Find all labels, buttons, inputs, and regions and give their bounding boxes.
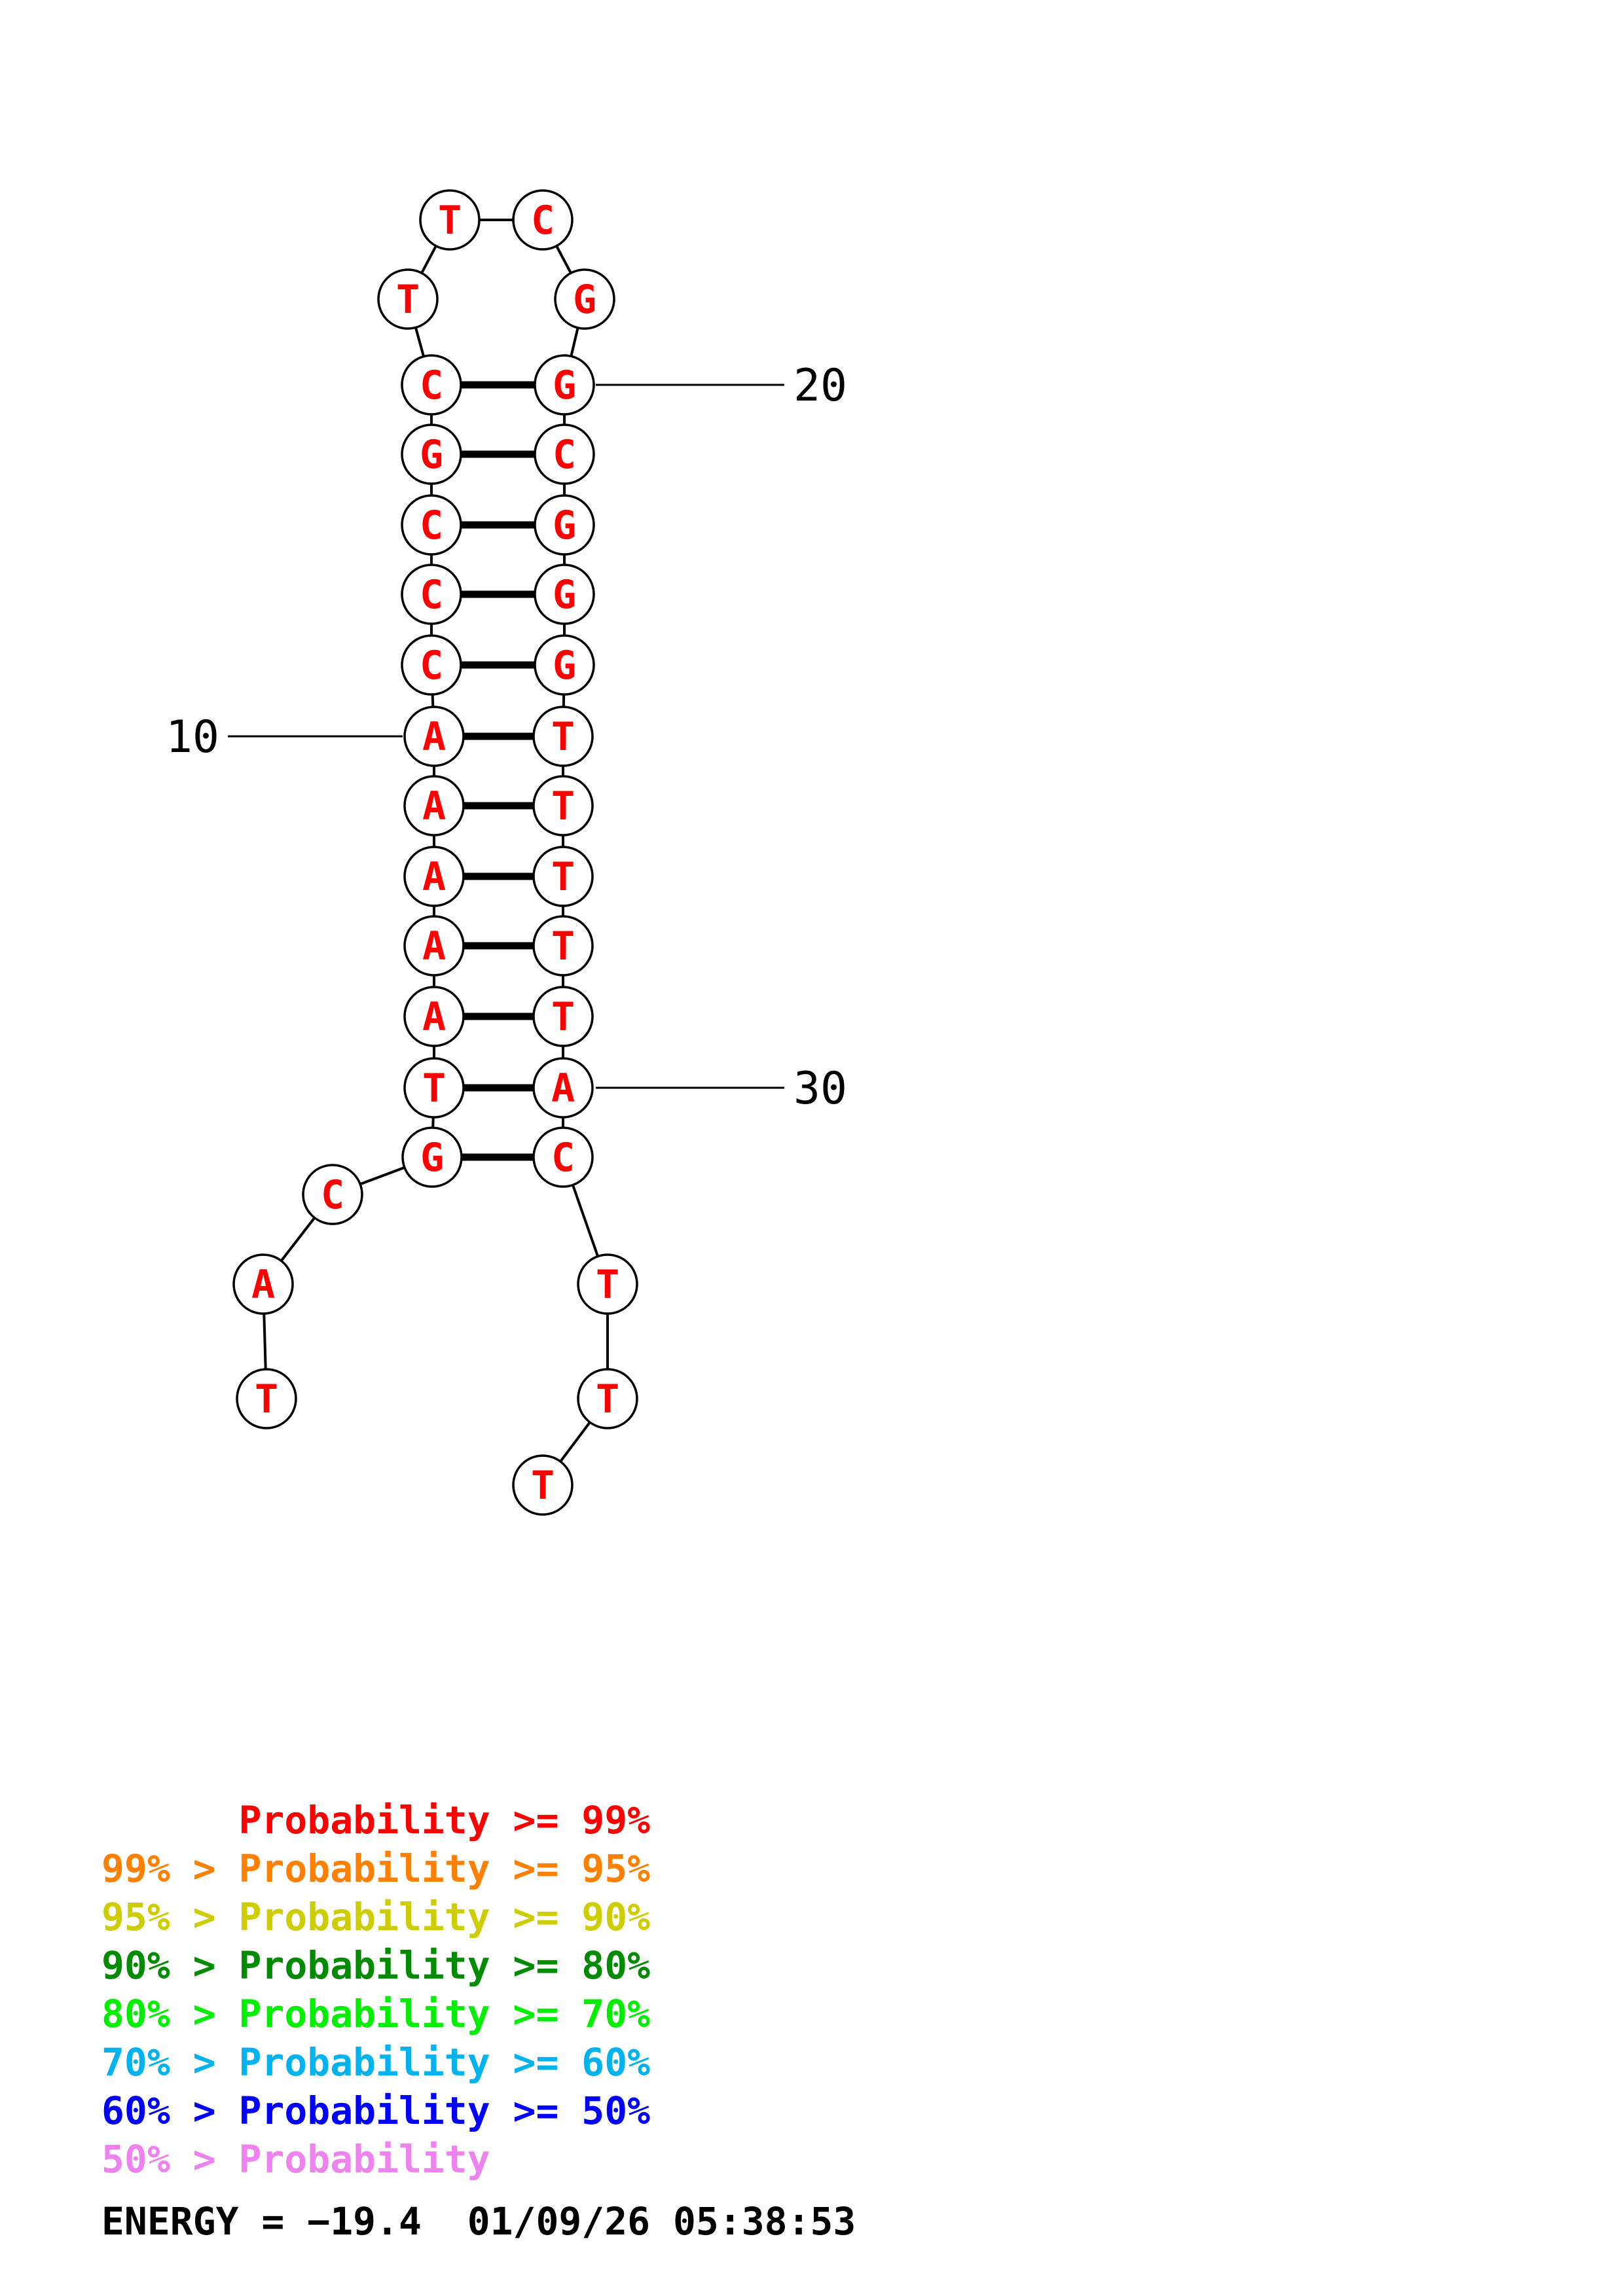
base-letter: C: [551, 1135, 575, 1181]
base-circle: [532, 915, 594, 977]
probability-legend: Probability >= 99% 99% > Probability >= 9…: [101, 1796, 650, 2183]
base-letter: T: [396, 277, 420, 323]
base-circle: [512, 189, 574, 251]
base-letter: T: [551, 994, 575, 1040]
sequence-position-label: 20: [793, 360, 847, 412]
base-circle: [403, 775, 465, 836]
base-circle: [401, 634, 462, 696]
base-circle: [532, 775, 594, 836]
legend-line: 80% > Probability >= 70%: [101, 1992, 651, 2036]
base-circle: [554, 268, 615, 330]
base-circle: [532, 1057, 594, 1119]
base-letter: C: [420, 503, 443, 548]
base-letter: G: [553, 363, 576, 408]
legend-line: 95% > Probability >= 90%: [101, 1895, 651, 1939]
base-circle: [403, 986, 465, 1047]
base-letter: A: [422, 994, 446, 1040]
base-circle: [532, 706, 594, 767]
base-circle: [577, 1253, 638, 1315]
base-letter: A: [422, 854, 446, 900]
legend-line: 60% > Probability >= 50%: [101, 2089, 651, 2133]
base-letter: T: [596, 1376, 619, 1422]
base-letter: A: [422, 714, 446, 760]
legend-line: 90% > Probability >= 80%: [101, 1943, 651, 1988]
base-letter: G: [420, 432, 443, 478]
base-letter: G: [553, 572, 576, 618]
legend-line: 50% > Probability: [101, 2137, 490, 2181]
base-circle: [236, 1368, 297, 1429]
base-circle: [403, 706, 465, 767]
base-circle: [512, 1454, 574, 1516]
base-circle: [534, 423, 595, 485]
base-circle: [577, 1368, 638, 1429]
base-letter: T: [551, 714, 575, 760]
base-letter: A: [551, 1066, 575, 1111]
base-circle: [419, 189, 481, 251]
base-letter: C: [531, 198, 555, 243]
legend-line: Probability >= 99%: [101, 1798, 651, 1842]
base-circle: [403, 1057, 465, 1119]
base-circle: [401, 494, 462, 556]
base-letter: A: [422, 924, 446, 969]
base-circle: [403, 915, 465, 977]
base-letter: C: [420, 643, 443, 689]
base-circle: [534, 634, 595, 696]
legend-line: 70% > Probability >= 60%: [101, 2040, 651, 2085]
legend-line: 99% > Probability >= 95%: [101, 1846, 651, 1891]
base-letter: T: [531, 1463, 555, 1509]
base-letter: T: [551, 924, 575, 969]
base-letter: T: [422, 1066, 446, 1111]
base-circle: [403, 846, 465, 907]
base-letter: C: [420, 572, 443, 618]
base-letter: T: [255, 1376, 278, 1422]
base-letter: C: [420, 363, 443, 408]
base-letter: C: [553, 432, 576, 478]
base-letter: T: [551, 783, 575, 829]
base-letter: G: [553, 643, 576, 689]
base-circle: [532, 846, 594, 907]
base-circle: [534, 354, 595, 416]
base-circle: [401, 423, 462, 485]
base-circle: [401, 354, 462, 416]
sequence-position-label: 10: [166, 711, 219, 763]
base-letter: G: [420, 1135, 444, 1181]
base-circle: [534, 494, 595, 556]
base-circle: [401, 1126, 463, 1188]
base-letter: T: [551, 854, 575, 900]
base-letter: A: [251, 1262, 275, 1308]
base-letter: A: [422, 783, 446, 829]
energy-text: ENERGY = −19.4 01/09/26 05:38:53: [101, 2199, 856, 2244]
base-circle: [302, 1164, 363, 1225]
base-circle: [401, 564, 462, 625]
base-circle: [534, 564, 595, 625]
base-letter: T: [438, 198, 462, 243]
base-letter: T: [596, 1262, 619, 1308]
base-circle: [532, 1126, 594, 1188]
base-letter: G: [553, 503, 576, 548]
sequence-position-label: 30: [793, 1063, 847, 1115]
base-circle: [377, 268, 439, 330]
base-letter: C: [321, 1172, 344, 1218]
base-circle: [232, 1253, 294, 1315]
base-letter: G: [573, 277, 596, 323]
base-circle: [532, 986, 594, 1047]
